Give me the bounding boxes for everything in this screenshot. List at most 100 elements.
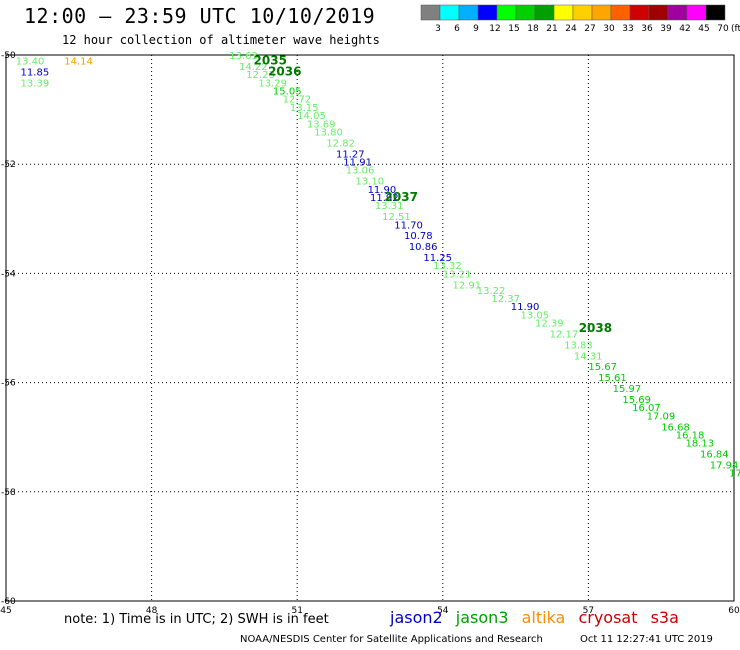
page-title: 12:00 – 23:59 UTC 10/10/2019 xyxy=(24,4,376,28)
x-tick-label: 54 xyxy=(437,606,449,616)
wave-height-label: 17.09 xyxy=(647,411,676,422)
wave-height-label: 15.61 xyxy=(598,373,627,384)
color-scale-swatch xyxy=(515,4,536,21)
wave-height-label: 13.83 xyxy=(564,340,593,351)
axis-tick-labels: 45 48 51 54 57 60 -50 -52 -54 -56 -58 -60 xyxy=(0,51,740,616)
wave-height-label: 13.69 xyxy=(307,119,336,130)
color-scale-label: 42 xyxy=(679,24,690,34)
wave-height-label: 13.06 xyxy=(346,166,375,177)
wave-height-label: 14.31 xyxy=(574,351,603,362)
wave-height-label: 11.70 xyxy=(394,220,423,231)
pass-number-label: 2037 xyxy=(385,190,418,204)
x-tick-label: 51 xyxy=(291,606,302,616)
color-scale-swatch xyxy=(686,4,707,21)
wave-height-label: 13.39 xyxy=(21,78,50,89)
color-scale-label: 36 xyxy=(641,24,653,34)
color-scale-swatch xyxy=(648,4,669,21)
wave-height-label: 12.51 xyxy=(382,212,411,223)
pass-number-label: 2038 xyxy=(579,321,612,335)
wave-height-label: 12.72 xyxy=(283,95,312,106)
y-tick-label: -56 xyxy=(1,379,16,389)
wave-height-label: 12.82 xyxy=(326,138,355,149)
wave-height-label: 12.37 xyxy=(491,294,520,305)
wave-height-label: 15.69 xyxy=(622,395,651,406)
wave-height-label: 12.23 xyxy=(246,70,275,81)
color-scale-swatch xyxy=(667,4,688,21)
x-tick-label: 60 xyxy=(728,606,740,616)
color-scale-swatch xyxy=(553,4,574,21)
wave-height-label: 13.21 xyxy=(443,269,472,280)
wave-height-label: 13.10 xyxy=(355,177,384,188)
color-scale-swatch xyxy=(629,4,650,21)
wave-height-label: 13.05 xyxy=(520,310,549,321)
wave-height-label: 11.27 xyxy=(336,149,365,160)
color-scale-swatch xyxy=(439,4,460,21)
color-scale-label: 9 xyxy=(473,24,479,34)
wave-height-label: 16.07 xyxy=(632,403,661,414)
wave-height-label: 15.05 xyxy=(273,86,302,97)
wave-height-label: 14.05 xyxy=(297,111,326,122)
wave-height-label: 13.31 xyxy=(375,201,404,212)
wave-height-label: 11.90 xyxy=(511,302,540,313)
wave-height-label: 11.25 xyxy=(423,253,452,264)
pass-number-label: 2035 xyxy=(254,53,287,67)
wave-height-label: 13.29 xyxy=(258,78,287,89)
footer-credit: NOAA/NESDIS Center for Satellite Applica… xyxy=(240,634,543,645)
color-scale-label: 21 xyxy=(546,24,557,34)
color-scale-swatch xyxy=(534,4,555,21)
plot-frame xyxy=(5,54,735,602)
wave-height-label: 13.32 xyxy=(433,261,462,272)
color-scale-swatch xyxy=(610,4,631,21)
wave-height-label: 13.80 xyxy=(314,127,343,138)
wave-height-label: 13.40 xyxy=(16,56,45,67)
color-scale-swatch xyxy=(458,4,479,21)
y-tick-label: -60 xyxy=(1,597,16,607)
grid-lines xyxy=(6,55,734,601)
x-tick-label: 57 xyxy=(583,606,594,616)
wave-height-label: 11.92 xyxy=(370,193,399,204)
color-scale-label: 24 xyxy=(565,24,577,34)
wave-height-label: 17.94 xyxy=(710,461,739,472)
legend-cryosat: cryosat xyxy=(578,608,638,627)
color-scale-swatch xyxy=(420,4,441,21)
legend-jason3: jason3 xyxy=(455,608,509,627)
wave-height-label: 10.86 xyxy=(409,242,438,253)
x-tick-label: 45 xyxy=(0,606,11,616)
wave-height-label: 16.84 xyxy=(700,450,729,461)
color-scale-label: 3 xyxy=(435,24,441,34)
wave-height-label: 15.67 xyxy=(588,362,617,373)
pass-number-label: 2036 xyxy=(268,64,301,78)
color-scale-label: 39 xyxy=(660,24,672,34)
wave-height-label: 11.85 xyxy=(21,67,50,78)
wave-height-label: 18.13 xyxy=(685,439,714,450)
y-tick-label: -54 xyxy=(1,269,16,279)
wave-height-label: 14.14 xyxy=(64,56,93,67)
color-scale-label: 18 xyxy=(527,24,539,34)
x-tick-label: 48 xyxy=(146,606,158,616)
color-scale-swatch xyxy=(496,4,517,21)
wave-height-label: 12.39 xyxy=(535,319,564,330)
color-scale-swatch xyxy=(705,4,726,21)
legend-jason2: jason2 xyxy=(390,608,443,627)
satellite-legend: jason2 jason3 altika cryosat s3a xyxy=(390,608,687,627)
color-scale-label: 33 xyxy=(622,24,633,34)
footer-timestamp: Oct 11 12:27:41 UTC 2019 xyxy=(580,634,713,645)
wave-height-label: 12.17 xyxy=(550,329,579,340)
wave-height-label: 13.22 xyxy=(477,286,506,297)
color-scale-swatch xyxy=(572,4,593,21)
y-tick-label: -58 xyxy=(1,488,16,498)
wave-height-label: 10.78 xyxy=(404,231,433,242)
wave-height-label: 11.90 xyxy=(368,185,397,196)
color-scale-swatch xyxy=(477,4,498,21)
wave-height-label: 16.18 xyxy=(676,430,705,441)
wave-height-label: 12.91 xyxy=(453,280,482,291)
footer-note: note: 1) Time is in UTC; 2) SWH is in fe… xyxy=(64,612,329,627)
legend-s3a: s3a xyxy=(650,608,679,627)
color-scale-label: 45 xyxy=(698,24,709,34)
legend-altika: altika xyxy=(521,608,566,627)
color-scale-unit: (ft) xyxy=(731,24,740,34)
